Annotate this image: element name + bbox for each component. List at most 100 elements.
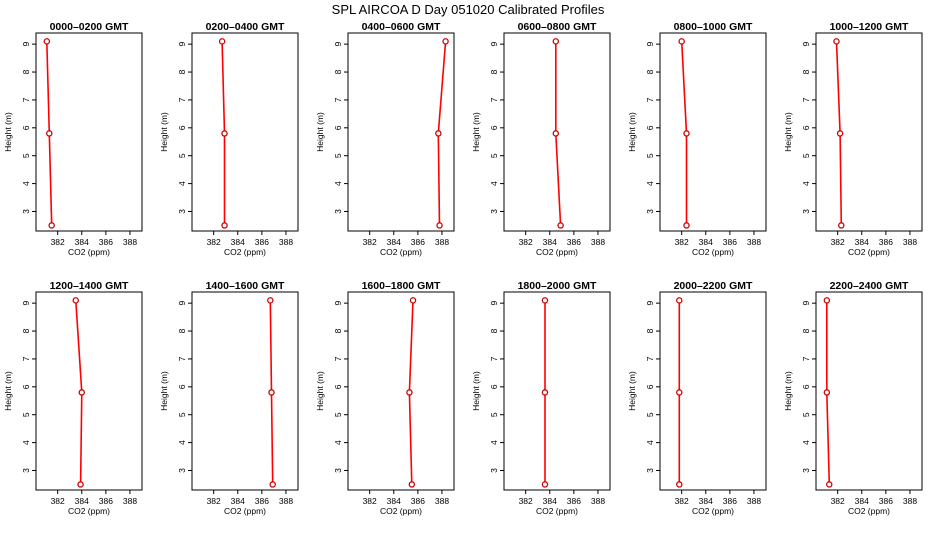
plot-frame bbox=[191, 291, 299, 491]
x-tick-label: 384 bbox=[699, 496, 713, 506]
plot-frame bbox=[191, 32, 299, 232]
y-tick-label: 3 bbox=[801, 209, 811, 214]
x-tick-label: 388 bbox=[279, 496, 293, 506]
profile-point bbox=[541, 481, 549, 488]
x-tick-label: 386 bbox=[879, 237, 893, 247]
plot-frame bbox=[659, 32, 767, 232]
x-tick-label: 386 bbox=[99, 496, 113, 506]
panel-11: 2000–2200 GMT 382 384 386 388 3 4 5 6 7 8 9 CO2 (ppm… bbox=[627, 280, 767, 516]
y-tick-label: 4 bbox=[489, 181, 499, 186]
x-tick-label: 382 bbox=[207, 237, 221, 247]
panel-2: 0200–0400 GMT 382 384 386 388 3 4 5 6 7 8 9 CO2 (ppm… bbox=[159, 21, 299, 257]
y-tick-label: 5 bbox=[801, 153, 811, 158]
panel-title: 2000–2200 GMT bbox=[674, 280, 753, 292]
panel-title: 0200–0400 GMT bbox=[206, 21, 285, 33]
profile-point bbox=[552, 130, 560, 137]
profile-point bbox=[541, 297, 549, 304]
profile-point bbox=[676, 481, 683, 488]
profile-point bbox=[269, 481, 276, 488]
x-tick-label: 384 bbox=[699, 237, 713, 247]
x-tick-label: 388 bbox=[279, 237, 293, 247]
profile-point bbox=[48, 222, 55, 229]
x-tick-label: 382 bbox=[519, 237, 533, 247]
y-tick-label: 6 bbox=[645, 125, 655, 130]
x-tick-label: 382 bbox=[51, 496, 65, 506]
panel-title: 1800–2000 GMT bbox=[518, 280, 597, 292]
y-tick-label: 9 bbox=[333, 301, 343, 306]
x-tick-label: 386 bbox=[99, 237, 113, 247]
x-tick-label: 384 bbox=[387, 496, 401, 506]
plot-frame bbox=[815, 32, 923, 232]
plot-frame bbox=[503, 32, 611, 232]
y-tick-label: 9 bbox=[177, 42, 187, 47]
profile-point bbox=[406, 389, 413, 396]
y-tick-label: 6 bbox=[801, 384, 811, 389]
x-tick-label: 382 bbox=[675, 496, 689, 506]
profile-point bbox=[442, 38, 449, 45]
profile-point bbox=[541, 389, 549, 396]
y-axis-label: Height (m) bbox=[3, 371, 13, 411]
y-tick-label: 8 bbox=[21, 69, 31, 74]
y-tick-label: 7 bbox=[645, 356, 655, 361]
y-tick-label: 7 bbox=[333, 356, 343, 361]
panel-title: 0400–0600 GMT bbox=[362, 21, 441, 33]
x-tick-label: 388 bbox=[591, 237, 605, 247]
profile-point bbox=[267, 297, 274, 304]
y-tick-label: 4 bbox=[801, 440, 811, 445]
x-tick-label: 386 bbox=[411, 237, 425, 247]
y-tick-label: 5 bbox=[333, 153, 343, 158]
x-tick-label: 388 bbox=[435, 237, 449, 247]
panel-8: 1400–1600 GMT 382 384 386 388 3 4 5 6 7 8 9 CO2 (ppm… bbox=[159, 280, 299, 516]
profile-point bbox=[408, 481, 416, 488]
y-tick-label: 5 bbox=[801, 412, 811, 417]
panel-title: 1600–1800 GMT bbox=[362, 280, 441, 292]
x-tick-label: 388 bbox=[435, 496, 449, 506]
plot-frame bbox=[347, 32, 455, 232]
x-axis-label: CO2 (ppm) bbox=[848, 247, 890, 257]
x-tick-label: 388 bbox=[747, 496, 761, 506]
y-tick-label: 9 bbox=[645, 42, 655, 47]
y-tick-label: 7 bbox=[489, 97, 499, 102]
y-tick-label: 3 bbox=[177, 209, 187, 214]
profile-point bbox=[557, 222, 564, 229]
x-tick-label: 386 bbox=[723, 496, 737, 506]
y-tick-label: 5 bbox=[645, 412, 655, 417]
panel-title: 0800–1000 GMT bbox=[674, 21, 753, 33]
profile-point bbox=[552, 38, 560, 45]
profile-point bbox=[678, 38, 685, 45]
profile-point bbox=[43, 38, 51, 45]
y-tick-label: 6 bbox=[489, 384, 499, 389]
x-tick-label: 382 bbox=[831, 496, 845, 506]
x-tick-label: 388 bbox=[903, 237, 917, 247]
x-tick-label: 382 bbox=[363, 237, 377, 247]
x-tick-label: 386 bbox=[567, 496, 581, 506]
plot-frame bbox=[347, 291, 455, 491]
x-tick-label: 382 bbox=[207, 496, 221, 506]
profile-point bbox=[683, 130, 690, 137]
profile-point bbox=[77, 481, 84, 488]
x-tick-label: 384 bbox=[855, 237, 869, 247]
x-tick-label: 388 bbox=[123, 496, 137, 506]
x-tick-label: 386 bbox=[567, 237, 581, 247]
panel-title: 0000–0200 GMT bbox=[50, 21, 129, 33]
y-tick-label: 4 bbox=[801, 181, 811, 186]
y-tick-label: 6 bbox=[333, 125, 343, 130]
x-tick-label: 382 bbox=[519, 496, 533, 506]
y-tick-label: 4 bbox=[489, 440, 499, 445]
y-tick-label: 9 bbox=[489, 42, 499, 47]
y-tick-label: 5 bbox=[333, 412, 343, 417]
y-tick-label: 7 bbox=[333, 97, 343, 102]
y-tick-label: 4 bbox=[21, 181, 31, 186]
panel-3: 0400–0600 GMT 382 384 386 388 3 4 5 6 7 8 9 CO2 (ppm… bbox=[315, 21, 455, 257]
profile-point bbox=[72, 297, 80, 304]
y-tick-label: 8 bbox=[489, 69, 499, 74]
y-tick-label: 9 bbox=[645, 301, 655, 306]
y-tick-label: 8 bbox=[333, 328, 343, 333]
y-axis-label: Height (m) bbox=[159, 112, 169, 152]
y-tick-label: 8 bbox=[801, 328, 811, 333]
profile-point bbox=[78, 389, 86, 396]
profile-point bbox=[676, 389, 683, 396]
y-tick-label: 5 bbox=[645, 153, 655, 158]
plot-frame bbox=[35, 32, 143, 232]
